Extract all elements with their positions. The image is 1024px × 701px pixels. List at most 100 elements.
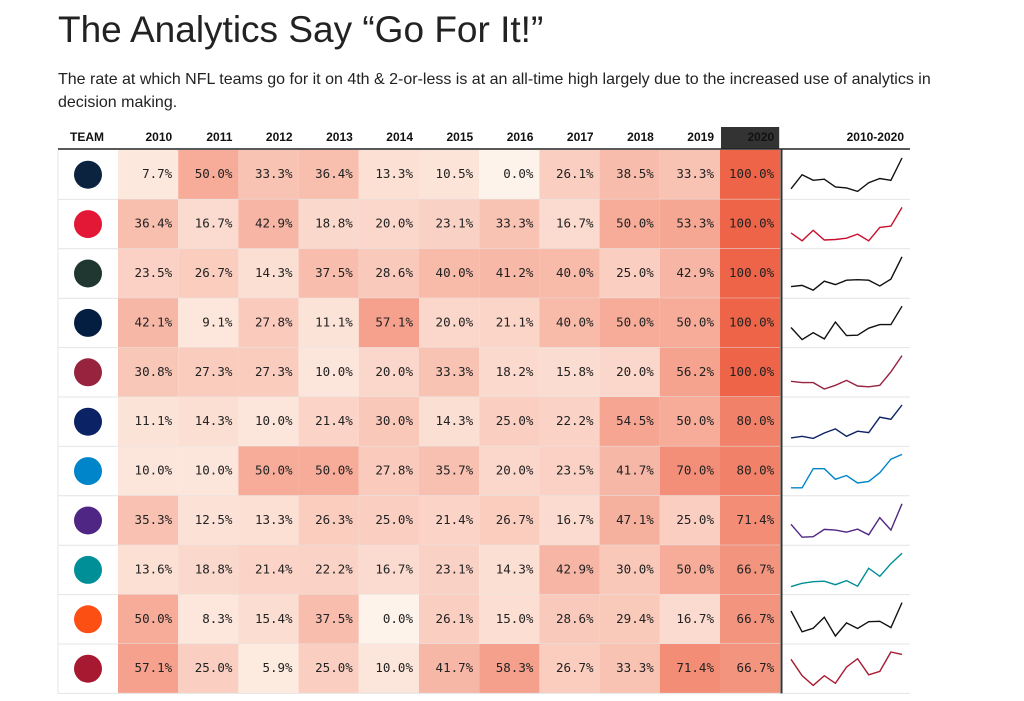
heat-cell <box>419 347 480 397</box>
cell-value: 66.7% <box>737 611 775 626</box>
cell-value: 23.1% <box>436 561 474 576</box>
cell-value: 47.1% <box>616 512 654 527</box>
heat-cell <box>419 594 480 644</box>
heat-cell <box>298 248 359 299</box>
heat-cell <box>178 446 239 496</box>
heat-cell <box>659 248 720 299</box>
heat-cell <box>298 347 359 397</box>
team-logo <box>74 506 102 535</box>
heat-cell <box>720 644 781 694</box>
column-header: 2019 <box>687 130 714 144</box>
heat-cell <box>659 545 720 595</box>
subtitle: The rate at which NFL teams go for it on… <box>58 71 931 88</box>
heat-cell <box>659 298 720 348</box>
cell-value: 16.7% <box>375 561 413 576</box>
cell-value: 0.0% <box>383 611 414 626</box>
heat-cell <box>659 446 720 496</box>
heat-cell <box>238 495 299 546</box>
sparkline <box>790 503 903 538</box>
heat-cell <box>178 298 239 348</box>
column-header: 2015 <box>446 130 473 144</box>
heat-cell <box>358 594 419 644</box>
heat-cell <box>419 298 480 348</box>
cell-value: 12.5% <box>195 512 233 527</box>
heat-cell <box>298 397 359 447</box>
sparkline <box>791 453 903 489</box>
cell-value: 10.0% <box>375 660 413 675</box>
team-logo <box>74 308 102 337</box>
sparkline <box>790 602 903 638</box>
sparkline <box>790 552 903 588</box>
heat-cell <box>358 298 419 348</box>
heat-cell <box>358 248 419 299</box>
cell-value: 20.0% <box>436 314 474 329</box>
heat-cell <box>720 199 781 249</box>
cell-value: 37.5% <box>315 611 353 626</box>
heat-cell <box>178 495 239 546</box>
cell-value: 40.0% <box>556 314 594 329</box>
cell-value: 27.8% <box>255 314 293 329</box>
cell-value: 71.4% <box>676 660 714 675</box>
team-logo <box>74 555 102 584</box>
cell-value: 38.5% <box>616 166 654 181</box>
heat-cell <box>178 644 239 694</box>
heat-cell <box>358 644 419 694</box>
cell-value: 20.0% <box>375 364 413 379</box>
heat-cell <box>358 397 419 447</box>
cell-value: 16.7% <box>195 216 233 231</box>
cell-value: 35.7% <box>436 463 474 478</box>
cell-value: 10.0% <box>195 463 233 478</box>
heat-cell <box>178 347 239 397</box>
cell-value: 13.3% <box>255 512 293 527</box>
cell-value: 26.7% <box>195 265 233 280</box>
heat-cell <box>118 397 179 447</box>
cell-value: 13.6% <box>135 561 173 576</box>
heat-cell <box>539 248 600 299</box>
column-header: 2012 <box>266 130 293 144</box>
heat-cell <box>599 298 660 348</box>
heat-cell <box>118 150 179 200</box>
cell-value: 42.9% <box>676 265 714 280</box>
cell-value: 50.0% <box>315 463 353 478</box>
cell-value: 41.2% <box>496 265 534 280</box>
cell-value: 20.0% <box>496 463 534 478</box>
cell-value: 21.1% <box>496 314 534 329</box>
cell-value: 18.2% <box>496 364 534 379</box>
team-logo <box>74 407 102 436</box>
column-header: 2010 <box>145 130 172 144</box>
cell-value: 70.0% <box>676 463 714 478</box>
cell-value: 26.7% <box>556 660 594 675</box>
cell-value: 33.3% <box>616 660 654 675</box>
heat-cell <box>298 495 359 546</box>
heat-cell <box>358 545 419 595</box>
cell-value: 25.0% <box>315 660 353 675</box>
heat-cell <box>118 594 179 644</box>
heat-cell <box>419 545 480 595</box>
team-logo <box>74 160 102 189</box>
column-header: 2017 <box>567 130 594 144</box>
cell-value: 100.0% <box>729 314 775 329</box>
cell-value: 50.0% <box>255 463 293 478</box>
cell-value: 16.7% <box>556 216 594 231</box>
sparkline <box>790 305 903 341</box>
cell-value: 100.0% <box>729 265 775 280</box>
heat-cell <box>118 298 179 348</box>
heat-cell <box>238 545 299 595</box>
cell-value: 33.3% <box>436 364 474 379</box>
heat-cell <box>178 397 239 447</box>
cell-value: 27.8% <box>375 463 413 478</box>
cell-value: 50.0% <box>676 413 714 428</box>
cell-value: 58.3% <box>496 660 534 675</box>
column-header: 2020 <box>747 130 774 144</box>
cell-value: 40.0% <box>556 265 594 280</box>
cell-value: 13.3% <box>375 166 413 181</box>
cell-value: 80.0% <box>737 413 775 428</box>
cell-value: 30.8% <box>135 364 173 379</box>
cell-value: 40.0% <box>436 265 474 280</box>
cell-value: 9.1% <box>202 314 233 329</box>
column-header: 2018 <box>627 130 654 144</box>
cell-value: 26.1% <box>436 611 474 626</box>
heat-cell <box>118 446 179 496</box>
cell-value: 29.4% <box>616 611 654 626</box>
sparkline <box>790 157 903 193</box>
